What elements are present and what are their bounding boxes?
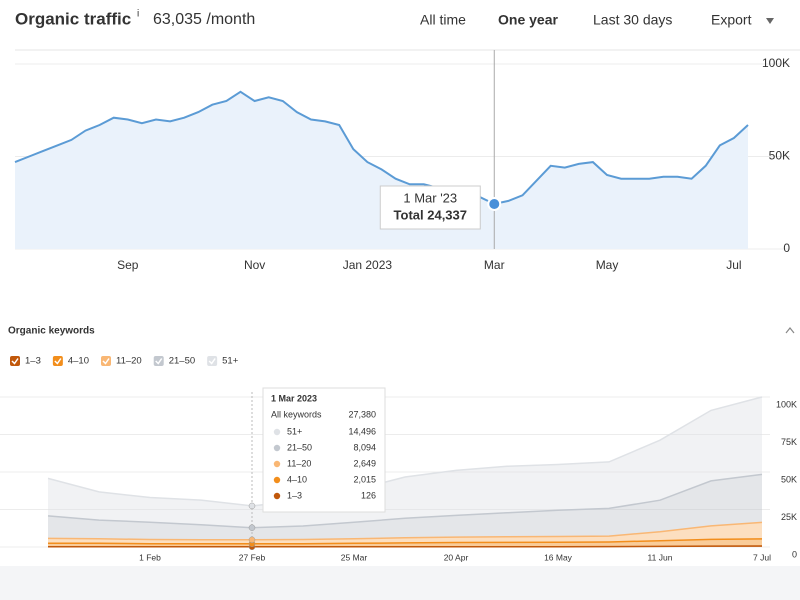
- stacked-area: [48, 474, 762, 540]
- x-tick-label: 7 Jul: [753, 552, 771, 562]
- tab-selected[interactable]: One year: [498, 12, 558, 28]
- hover-point: [248, 536, 256, 544]
- legend-label[interactable]: 21–50: [169, 356, 195, 367]
- hover-point: [248, 502, 256, 510]
- stacked-line: [47, 396, 763, 507]
- legend-check: [54, 358, 62, 365]
- tooltip-value: Total 24,337: [394, 207, 467, 222]
- tooltip-dot: [273, 492, 281, 500]
- footer-band: [0, 566, 800, 600]
- tooltip-series: 1–3: [287, 490, 302, 500]
- tooltip-series: 51+: [287, 426, 302, 436]
- x-tick-label: 27 Feb: [239, 552, 266, 562]
- tooltip-value: 2,015: [353, 474, 376, 484]
- collapse-icon[interactable]: [785, 327, 795, 334]
- export-caret[interactable]: [766, 18, 774, 24]
- section-title: Organic keywords: [8, 326, 95, 337]
- x-tick-label: 25 Mar: [341, 552, 368, 562]
- legend-checkbox[interactable]: [10, 356, 20, 366]
- y-tick-label: 100K: [776, 399, 797, 409]
- legend-label[interactable]: 11–20: [116, 356, 142, 367]
- legend-check: [155, 358, 163, 365]
- tooltip-dot: [273, 444, 281, 452]
- tooltip-total: 27,380: [348, 409, 376, 419]
- stacked-area: [48, 522, 762, 544]
- tooltip-value: 8,094: [353, 442, 376, 452]
- tooltip-dot: [273, 428, 281, 436]
- tooltip-title: 1 Mar 2023: [271, 393, 317, 403]
- tab[interactable]: Last 30 days: [593, 12, 672, 28]
- traffic-line: [14, 90, 749, 206]
- legend-checkbox[interactable]: [207, 356, 218, 366]
- x-tick-label: 16 May: [544, 552, 573, 562]
- info-icon[interactable]: i: [137, 9, 139, 20]
- stacked-line: [47, 538, 763, 545]
- legend-checkbox[interactable]: [52, 356, 63, 366]
- tab[interactable]: All time: [420, 12, 466, 28]
- stacked-line: [48, 545, 763, 548]
- legend-checkbox[interactable]: [153, 356, 164, 366]
- y-tick-label: 0: [783, 241, 790, 255]
- y-tick-label: 50K: [769, 149, 790, 163]
- tooltip-series: 21–50: [287, 442, 312, 452]
- y-tick-label: 50K: [781, 474, 797, 484]
- x-tick-label: 1 Feb: [139, 552, 161, 562]
- tooltip-total-label: All keywords: [271, 409, 322, 419]
- x-tick-label: May: [596, 258, 619, 272]
- stacked-area: [48, 397, 762, 528]
- x-tick-label: Jan 2023: [343, 258, 393, 272]
- hover-point: [248, 524, 256, 531]
- x-tick-label: 11 Jun: [648, 552, 673, 562]
- legend-checkbox[interactable]: [101, 356, 111, 366]
- y-tick-label: 75K: [781, 437, 797, 447]
- x-tick-label: Mar: [484, 258, 505, 272]
- y-tick-label: 100K: [762, 56, 790, 70]
- stacked-line: [47, 521, 763, 541]
- y-tick-label: 0: [792, 549, 797, 559]
- legend-label[interactable]: 1–3: [25, 356, 41, 367]
- tooltip: [262, 387, 386, 513]
- tooltip-title: 1 Mar '23: [403, 190, 457, 205]
- traffic-total: 63,035 /month: [153, 11, 255, 28]
- y-tick-label: 25K: [781, 512, 797, 522]
- x-tick-label: 20 Apr: [444, 552, 469, 562]
- legend-label[interactable]: 4–10: [68, 356, 89, 367]
- tooltip-series: 4–10: [287, 474, 307, 484]
- hover-point: [487, 196, 502, 211]
- x-tick-label: Jul: [726, 258, 741, 272]
- stacked-area: [48, 538, 762, 547]
- legend-check: [102, 358, 110, 365]
- stacked-line: [47, 473, 763, 529]
- x-tick-label: Nov: [244, 258, 265, 272]
- tooltip-value: 14,496: [348, 426, 376, 436]
- tooltip-dot: [273, 460, 281, 468]
- page-title: Organic traffic: [15, 9, 131, 28]
- legend-check: [11, 358, 19, 365]
- legend-label[interactable]: 51+: [222, 356, 239, 367]
- tooltip-series: 11–20: [287, 458, 311, 468]
- tooltip-value: 2,649: [353, 458, 376, 468]
- legend-check: [208, 358, 216, 365]
- x-tick-label: Sep: [117, 258, 139, 272]
- export-button[interactable]: Export: [711, 12, 752, 28]
- tooltip: [379, 185, 481, 230]
- tooltip-dot: [273, 476, 281, 484]
- tooltip-value: 126: [361, 490, 376, 500]
